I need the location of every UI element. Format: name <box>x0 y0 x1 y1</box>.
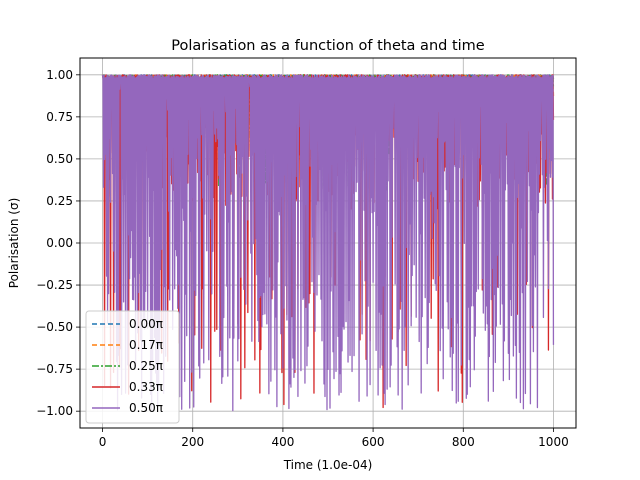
x-tick-label: 200 <box>181 435 204 449</box>
y-ticks: −1.00 −0.75 −0.50 −0.25 0.00 0.25 0.50 0.75 1.00 <box>36 68 80 418</box>
chart-title: Polarisation as a function of theta and … <box>171 38 485 54</box>
series-line-4 <box>101 74 555 412</box>
y-tick-label: 0.50 <box>46 152 73 166</box>
y-tick-label: −1.00 <box>36 404 73 418</box>
x-axis-label: Time (1.0e-04) <box>283 458 373 472</box>
x-tick-label: 1000 <box>538 435 569 449</box>
x-ticks: 0 200 400 600 800 1000 <box>99 428 569 449</box>
x-tick-label: 0 <box>99 435 107 449</box>
y-axis-label: Polarisation (σ) <box>7 198 21 288</box>
x-tick-label: 400 <box>271 435 294 449</box>
y-tick-label: −0.75 <box>36 362 73 376</box>
legend-label: 0.00π <box>129 317 163 331</box>
y-tick-label: −0.25 <box>36 278 73 292</box>
y-tick-label: 0.25 <box>46 194 73 208</box>
y-tick-label: 0.00 <box>46 236 73 250</box>
legend-label: 0.25π <box>129 359 163 373</box>
series-layer <box>101 74 555 412</box>
legend-label: 0.17π <box>129 338 163 352</box>
y-tick-label: 0.75 <box>46 110 73 124</box>
legend-label: 0.50π <box>129 401 163 415</box>
y-tick-label: −0.50 <box>36 320 73 334</box>
legend-box <box>85 310 180 424</box>
x-tick-label: 600 <box>362 435 385 449</box>
legend-label: 0.33π <box>129 380 163 394</box>
legend: 0.00π 0.17π 0.25π 0.33π 0.50π <box>85 310 180 424</box>
y-tick-label: 1.00 <box>46 68 73 82</box>
x-tick-label: 800 <box>452 435 475 449</box>
